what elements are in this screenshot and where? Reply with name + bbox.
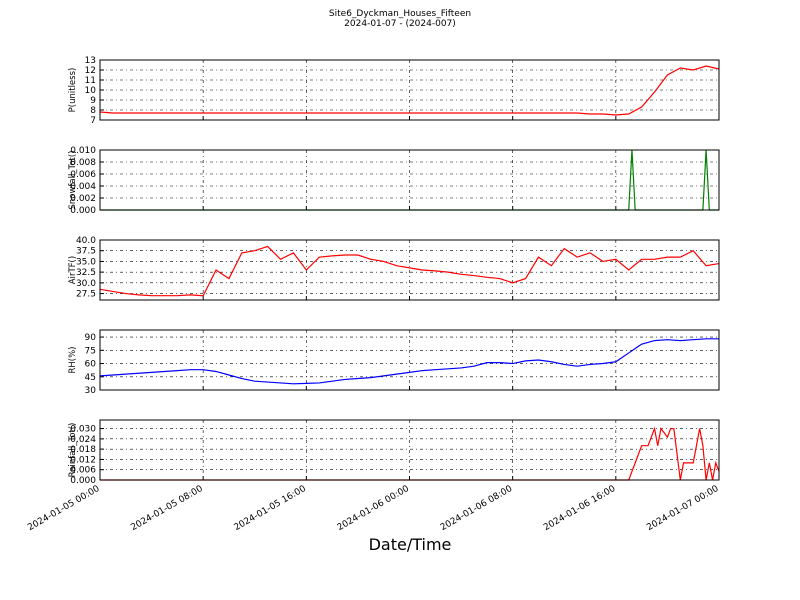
y-tick-label: 0.006: [70, 170, 96, 180]
plot-frame: [99, 329, 720, 391]
y-axis-label: Rainfall_Tot(): [68, 423, 78, 478]
y-tick-label: 0.024: [70, 435, 96, 445]
x-tick-label: 2024-01-05 16:00: [233, 484, 308, 533]
x-tick-label: 2024-01-06 08:00: [439, 484, 514, 533]
data-line: [99, 338, 719, 385]
y-tick-label: 0.002: [70, 194, 96, 204]
y-tick-label: 0.030: [70, 425, 96, 435]
x-tick-label: 2024-01-06 00:00: [336, 484, 411, 533]
plot-frame: [99, 149, 720, 211]
data-line: [100, 426, 720, 481]
y-tick-label: 13: [85, 56, 96, 66]
y-tick-label: 0.006: [70, 466, 96, 476]
y-tick-label: 10: [85, 86, 97, 96]
y-tick-label: 35.0: [76, 257, 96, 267]
x-tick-label: 2024-01-05 00:00: [26, 484, 101, 533]
y-axis-label: P(unitless): [68, 68, 78, 113]
plot-frame: [99, 59, 720, 121]
y-tick-label: 75: [85, 346, 96, 356]
y-tick-label: 60: [85, 360, 97, 370]
chart-subtitle: 2024-01-07 - (2024-007): [344, 19, 456, 29]
plot-frame: [99, 419, 720, 481]
y-tick-label: 0.010: [70, 146, 96, 156]
y-tick-label: 0.008: [70, 158, 96, 168]
plot-frame: [99, 239, 720, 301]
x-tick-label: 2024-01-06 16:00: [542, 484, 617, 533]
y-tick-label: 7: [90, 116, 96, 126]
y-tick-label: 0.000: [70, 476, 96, 486]
y-tick-label: 45: [85, 373, 96, 383]
x-tick-label: 2024-01-05 08:00: [129, 484, 204, 533]
x-tick-label: 2024-01-07 00:00: [645, 484, 720, 533]
y-tick-label: 30.0: [76, 279, 96, 289]
y-tick-label: 9: [90, 96, 96, 106]
y-tick-label: 32.5: [76, 268, 96, 278]
y-tick-label: 0.018: [70, 445, 96, 455]
y-tick-label: 11: [85, 76, 96, 86]
data-line: [99, 65, 720, 116]
y-tick-label: 12: [85, 66, 96, 76]
y-tick-label: 30: [85, 386, 97, 396]
y-tick-label: 90: [85, 333, 97, 343]
y-tick-label: 0.012: [70, 455, 96, 465]
y-axis-label: RH(%): [68, 346, 78, 373]
chart-title: Site6_Dyckman_Houses_Fifteen: [329, 9, 471, 19]
y-axis-label: AirTF(): [68, 256, 78, 284]
y-tick-label: 0.000: [70, 206, 96, 216]
y-tick-label: 27.5: [76, 290, 96, 300]
y-tick-label: 8: [90, 106, 96, 116]
x-axis-label: Date/Time: [369, 535, 452, 554]
y-tick-label: 40.0: [76, 236, 96, 246]
y-tick-label: 0.004: [70, 182, 96, 192]
y-tick-label: 37.5: [76, 247, 96, 257]
y-axis-label: Snowfall_Tot(): [68, 150, 78, 209]
data-line: [99, 245, 720, 297]
